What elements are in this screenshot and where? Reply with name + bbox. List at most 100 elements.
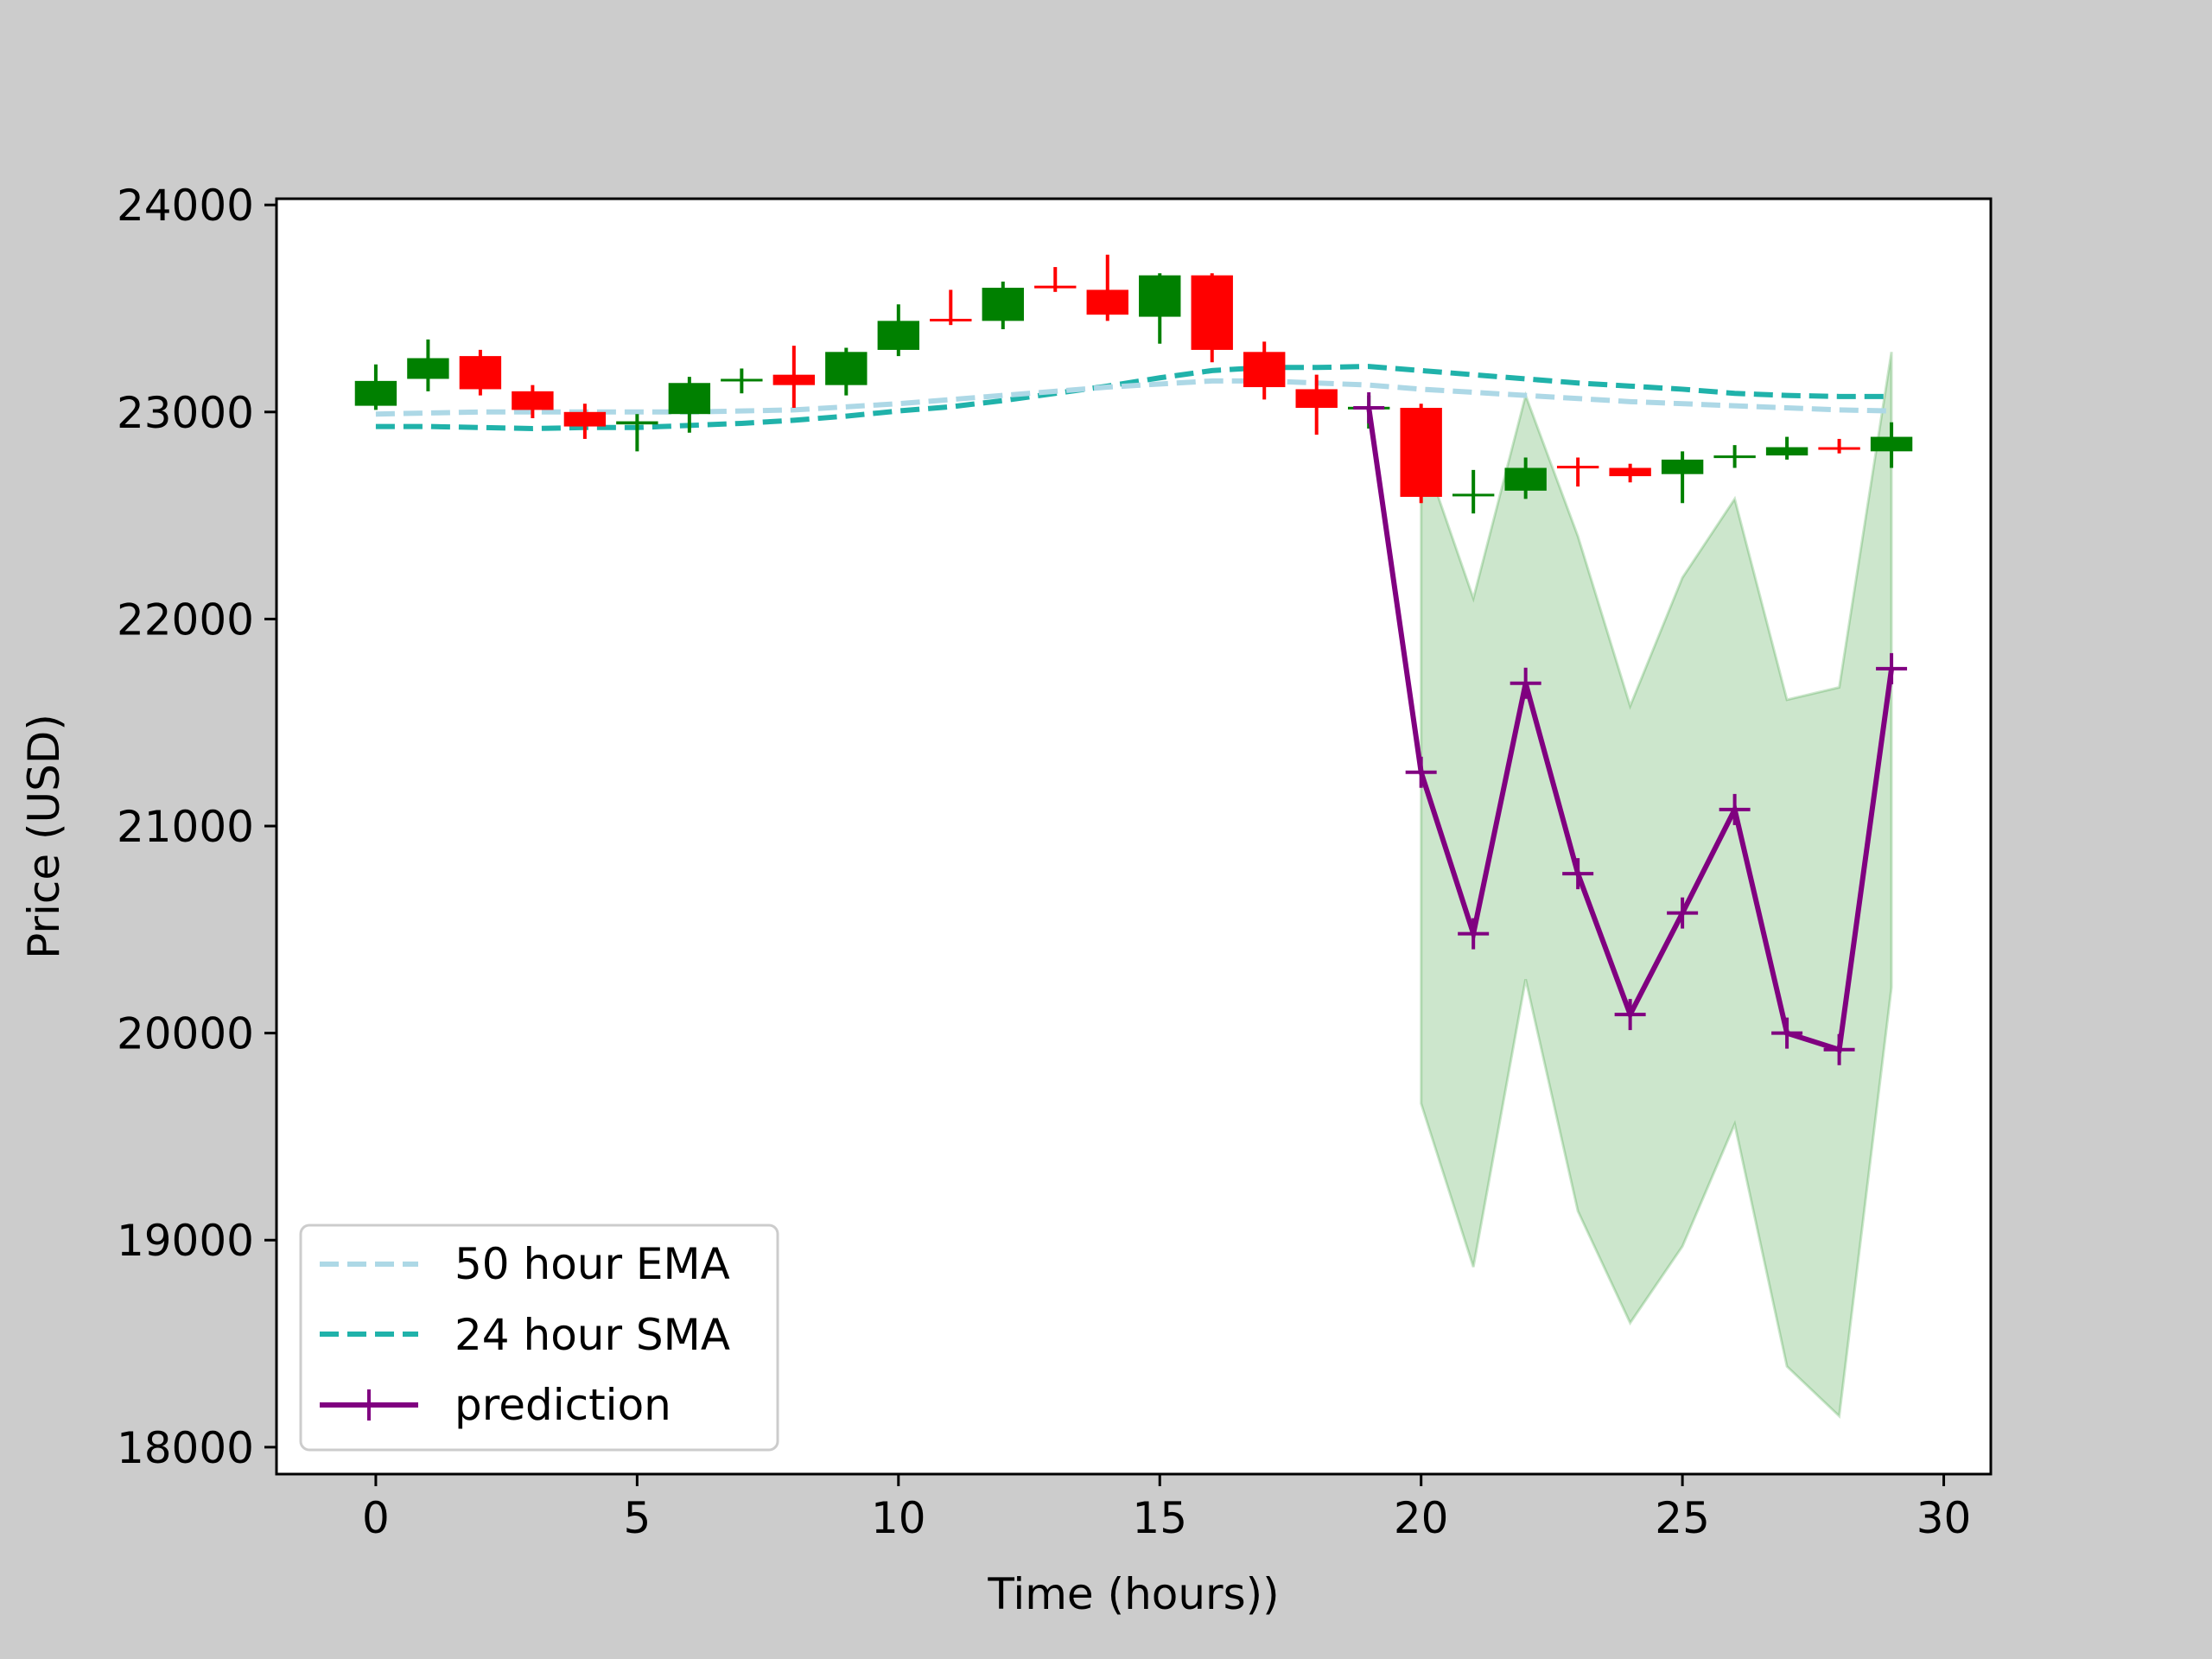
candle-2 bbox=[459, 349, 502, 396]
candle-body bbox=[1452, 493, 1495, 497]
x-tick-label: 15 bbox=[1132, 1493, 1187, 1543]
legend-label-sma: 24 hour SMA bbox=[454, 1310, 730, 1360]
candle-16 bbox=[1191, 273, 1233, 363]
prediction-marker bbox=[1510, 667, 1541, 699]
candle-body bbox=[1713, 455, 1756, 459]
x-tick-label: 30 bbox=[1916, 1493, 1972, 1543]
candle-1 bbox=[407, 339, 449, 391]
candle-25 bbox=[1661, 451, 1704, 504]
prediction-marker bbox=[1771, 1017, 1803, 1049]
sma-line-group bbox=[375, 364, 1892, 431]
candle-body bbox=[668, 383, 711, 415]
candle-body bbox=[825, 352, 868, 385]
plot-frame bbox=[275, 197, 1993, 1476]
prediction-marker bbox=[1876, 652, 1908, 684]
candle-body bbox=[1139, 275, 1181, 317]
prediction-line-group bbox=[1353, 392, 1908, 1065]
candle-body bbox=[877, 321, 919, 350]
x-tick-label: 10 bbox=[871, 1493, 926, 1543]
candle-body bbox=[1295, 389, 1338, 409]
y-tick-label: 24000 bbox=[117, 181, 254, 231]
x-axis-label: Time (hours)) bbox=[987, 1569, 1279, 1619]
candle-body bbox=[563, 411, 607, 427]
candle-body bbox=[616, 421, 658, 425]
candle-body bbox=[1191, 275, 1233, 350]
prediction-marker bbox=[1614, 999, 1646, 1031]
candle-body bbox=[1086, 289, 1128, 315]
prediction-marker bbox=[1823, 1033, 1855, 1065]
candle-5 bbox=[616, 414, 658, 452]
y-axis-ticks: 18000 19000 20000 21000 22000 23000 24000 bbox=[117, 181, 276, 1473]
x-tick-label: 20 bbox=[1394, 1493, 1449, 1543]
candle-13 bbox=[1034, 267, 1077, 292]
candle-17 bbox=[1243, 341, 1286, 400]
candle-14 bbox=[1086, 254, 1128, 321]
candle-body bbox=[721, 378, 763, 382]
candle-7 bbox=[721, 368, 763, 394]
candle-body bbox=[1609, 467, 1651, 477]
candle-body bbox=[407, 358, 449, 379]
candle-9 bbox=[825, 347, 868, 396]
legend-box bbox=[299, 1224, 779, 1452]
candle-12 bbox=[982, 281, 1024, 329]
y-tick-label: 22000 bbox=[117, 594, 254, 645]
candle-body bbox=[930, 318, 972, 321]
candle-0 bbox=[354, 364, 397, 410]
candle-body bbox=[1818, 447, 1860, 450]
ema-line bbox=[375, 378, 1892, 417]
confidence-band-area bbox=[1420, 352, 1893, 1420]
candle-29 bbox=[1870, 422, 1913, 468]
candle-body bbox=[1504, 467, 1547, 491]
candle-6 bbox=[668, 377, 711, 433]
candle-3 bbox=[512, 385, 554, 418]
candle-10 bbox=[877, 304, 919, 357]
candle-body bbox=[459, 356, 502, 390]
candle-body bbox=[1034, 285, 1077, 289]
candle-24 bbox=[1609, 463, 1651, 483]
legend-label-prediction: prediction bbox=[454, 1380, 671, 1430]
x-tick-label: 0 bbox=[362, 1493, 390, 1543]
prediction-marker bbox=[1405, 756, 1437, 788]
y-tick-label: 19000 bbox=[117, 1216, 254, 1266]
candle-27 bbox=[1765, 436, 1808, 460]
candle-body bbox=[982, 288, 1024, 321]
sma-line bbox=[375, 364, 1892, 431]
prediction-marker bbox=[1667, 897, 1699, 929]
legend-label-ema: 50 hour EMA bbox=[454, 1239, 730, 1289]
candle-15 bbox=[1139, 273, 1181, 344]
candle-21 bbox=[1452, 469, 1495, 514]
prediction-marker bbox=[1719, 793, 1751, 825]
prediction-marker bbox=[1562, 858, 1594, 890]
candle-4 bbox=[563, 404, 607, 439]
candle-26 bbox=[1713, 445, 1756, 468]
ema-line-group bbox=[375, 378, 1892, 417]
x-axis-ticks: 0 5 10 15 20 25 30 bbox=[362, 1474, 1971, 1543]
y-tick-label: 23000 bbox=[117, 388, 254, 438]
candle-body bbox=[354, 380, 397, 406]
candle-body bbox=[1400, 408, 1442, 498]
prediction-marker bbox=[1458, 918, 1490, 950]
candle-18 bbox=[1295, 374, 1338, 435]
x-tick-label: 5 bbox=[623, 1493, 651, 1543]
candle-20 bbox=[1400, 404, 1442, 504]
prediction-marker bbox=[1353, 392, 1385, 424]
candle-11 bbox=[930, 289, 972, 326]
x-tick-label: 25 bbox=[1655, 1493, 1710, 1543]
candle-body bbox=[512, 391, 554, 410]
y-axis-label: Price (USD) bbox=[19, 714, 69, 959]
y-tick-label: 20000 bbox=[117, 1009, 254, 1059]
candle-body bbox=[1765, 447, 1808, 456]
candle-22 bbox=[1504, 457, 1547, 499]
candle-body bbox=[1870, 436, 1913, 452]
candle-8 bbox=[772, 346, 816, 409]
candle-body bbox=[1661, 459, 1704, 474]
y-tick-label: 18000 bbox=[117, 1423, 254, 1473]
candlestick-group bbox=[354, 254, 1913, 514]
candle-23 bbox=[1556, 457, 1599, 487]
legend: 50 hour EMA 24 hour SMA prediction bbox=[299, 1224, 779, 1452]
y-tick-label: 21000 bbox=[117, 802, 254, 852]
candle-28 bbox=[1818, 438, 1860, 454]
candle-body bbox=[772, 374, 816, 385]
candle-body bbox=[1243, 352, 1286, 388]
